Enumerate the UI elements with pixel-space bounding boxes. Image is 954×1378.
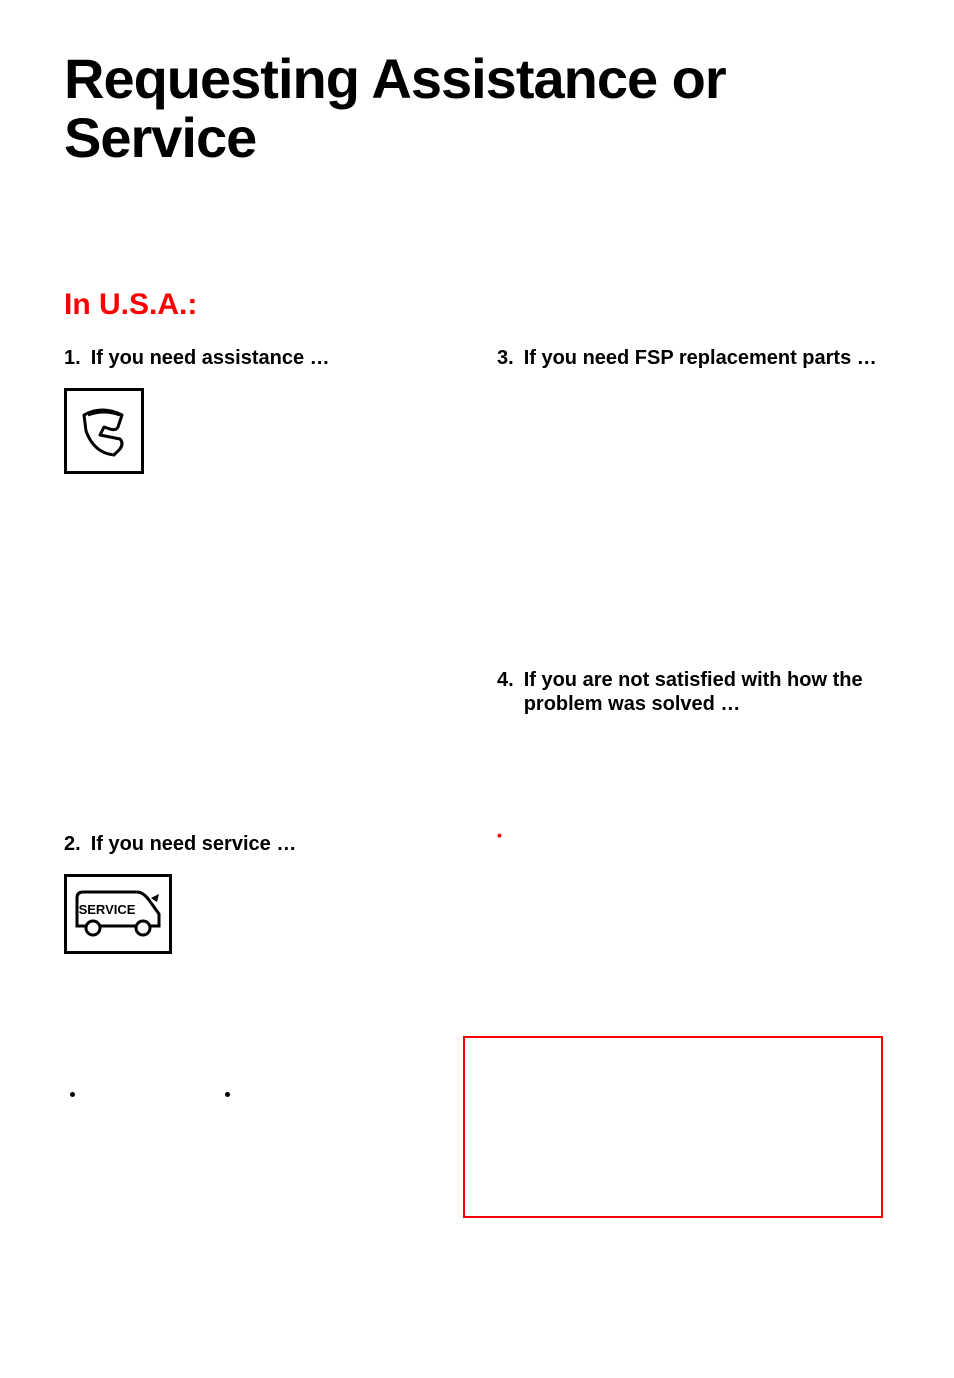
heading-number-2: 2. [64, 832, 81, 856]
heading-service: 2. If you need service … [64, 832, 457, 856]
heading-number-3: 3. [497, 346, 514, 370]
heading-number-1: 1. [64, 346, 81, 370]
ellipsis-dots [64, 1092, 457, 1097]
heading-fsp-parts: 3. If you need FSP replacement parts … [497, 346, 890, 370]
phone-icon [64, 388, 144, 474]
dot-icon [70, 1092, 75, 1097]
two-column-layout: 1. If you need assistance … 2. If you ne… [64, 346, 890, 1097]
heading-number-4: 4. [497, 668, 514, 716]
dot-icon [225, 1092, 230, 1097]
svg-text:SERVICE: SERVICE [79, 902, 136, 917]
heading-text-1: If you need assistance … [91, 346, 457, 370]
section-heading-usa: In U.S.A.: [64, 288, 890, 322]
right-column: 3. If you need FSP replacement parts … 4… [497, 346, 890, 1097]
heading-text-4: If you are not satisfied with how the pr… [524, 668, 890, 716]
callout-box [463, 1036, 883, 1218]
heading-not-satisfied: 4. If you are not satisfied with how the… [497, 668, 890, 716]
left-column: 1. If you need assistance … 2. If you ne… [64, 346, 457, 1097]
heading-assistance: 1. If you need assistance … [64, 346, 457, 370]
page-title: Requesting Assistance or Service [64, 50, 890, 168]
heading-text-3: If you need FSP replacement parts … [524, 346, 890, 370]
heading-text-2: If you need service … [91, 832, 457, 856]
service-van-icon: SERVICE [64, 874, 172, 954]
